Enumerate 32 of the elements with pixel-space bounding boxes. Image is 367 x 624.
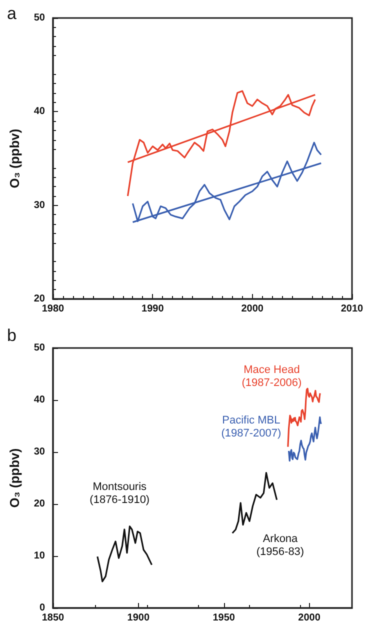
series-label: Pacific MBL (1987-2007)	[221, 414, 282, 440]
y-tick-label: 40	[34, 394, 46, 406]
x-tick-label: 1900	[127, 612, 150, 624]
y-tick-label: 50	[34, 342, 46, 354]
x-tick-label: 1950	[212, 612, 236, 624]
line-series	[96, 526, 153, 582]
series-label: Mace Head (1987-2006)	[242, 364, 302, 390]
y-tick-label: 20	[34, 498, 46, 510]
x-tick-label: 2010	[340, 304, 364, 314]
line-series	[126, 90, 316, 197]
x-tick-label: 2000	[298, 612, 321, 624]
x-tick-label: 2000	[241, 304, 264, 314]
y-tick-label: 50	[34, 12, 46, 24]
chart-title: b	[7, 326, 16, 345]
line-series	[288, 416, 322, 462]
line-series	[287, 388, 321, 448]
x-tick-label: 1980	[42, 304, 65, 314]
text: Montsouris (1876-1910)	[90, 481, 150, 506]
x-tick-label: 1850	[42, 612, 65, 624]
y-tick-label: 0	[39, 602, 46, 614]
y-axis-title: O₃ (ppbv)	[7, 128, 22, 188]
y-tick-label: 30	[34, 200, 46, 211]
y-axis-title: O₃ (ppbv)	[7, 448, 22, 508]
x-tick-label: 1990	[142, 304, 164, 314]
y-tick-label: 40	[34, 106, 46, 118]
y-tick-label: 10	[34, 550, 46, 562]
y-tick-label: 30	[34, 446, 46, 458]
y-tick-label: 20	[34, 294, 46, 304]
series-label: Arkona (1956-83)	[256, 533, 304, 558]
line-series	[132, 142, 322, 222]
chart-title: a	[7, 4, 17, 23]
line-series	[232, 472, 278, 534]
